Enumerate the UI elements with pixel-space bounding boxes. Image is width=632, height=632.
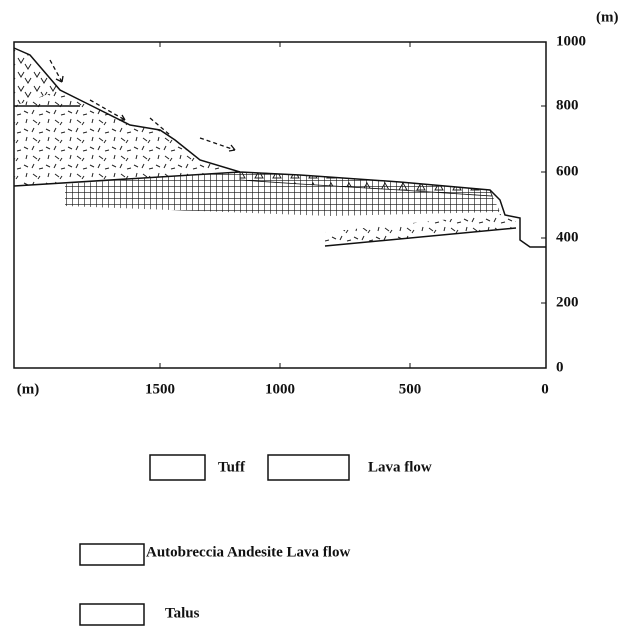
- axis-unit: (m): [17, 381, 40, 397]
- boundary: [324, 227, 517, 247]
- tick-label: 400: [556, 229, 579, 245]
- tick-label: 800: [556, 97, 579, 113]
- legend-label: Tuff: [218, 459, 246, 475]
- legend-label: Lava flow: [368, 459, 432, 475]
- arrow-head: [55, 75, 236, 152]
- boundary: [13, 105, 241, 187]
- tick-label: 1000: [265, 381, 295, 397]
- tick-label: 0: [556, 359, 564, 375]
- tick-label: 1500: [145, 381, 175, 397]
- tick-label: 500: [399, 381, 422, 397]
- tuff-layer: [14, 90, 240, 186]
- legend: Tuff Lava flow Autobreccia Andesite Lava…: [79, 454, 432, 626]
- legend-label: Talus: [165, 605, 200, 621]
- ground-surface: [13, 47, 546, 248]
- legend-label: Autobreccia Andesite Lava flow: [146, 544, 350, 560]
- section: [13, 41, 547, 369]
- lava-layer: [14, 48, 60, 106]
- legend-swatch: [267, 454, 350, 481]
- legend-swatch: [79, 543, 145, 566]
- legend-swatch: [79, 603, 145, 626]
- tick: [159, 41, 546, 368]
- axis-unit: (m): [596, 9, 619, 25]
- tick-label: 0: [541, 381, 549, 397]
- tick-label: 200: [556, 294, 579, 310]
- tick-label: 600: [556, 163, 579, 179]
- tick-label: 1000: [556, 33, 586, 49]
- lower-tuff: [325, 214, 516, 246]
- legend-swatch: [149, 454, 206, 481]
